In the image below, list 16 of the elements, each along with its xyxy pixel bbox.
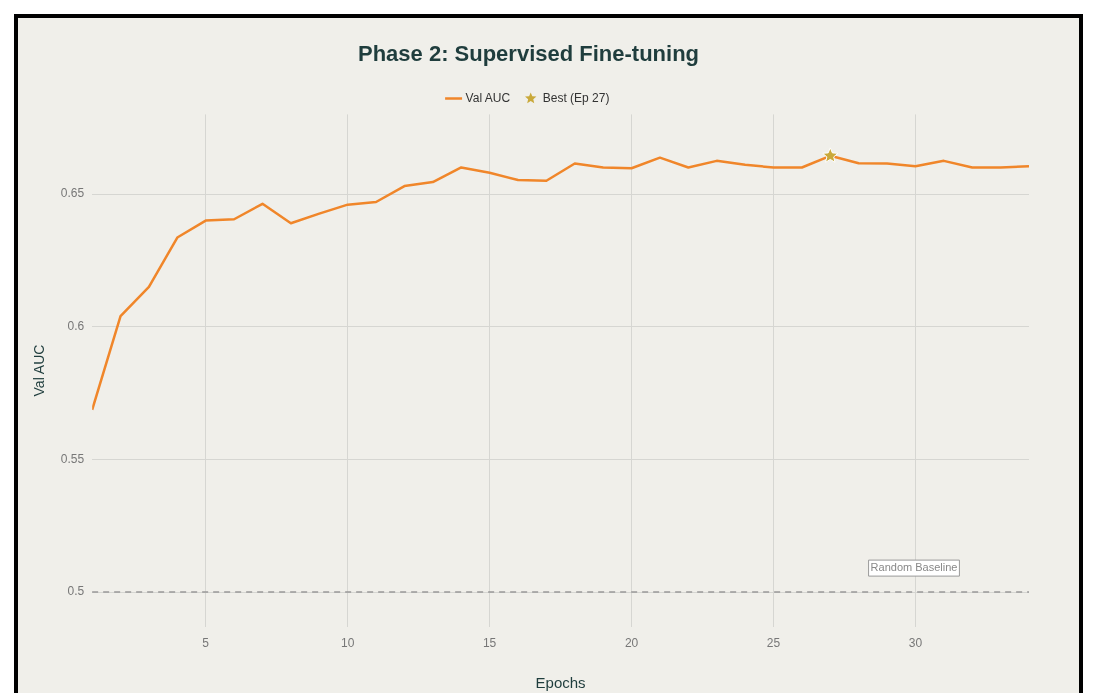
y-axis-title: Val AUC	[31, 344, 48, 397]
x-axis-title: Epochs	[535, 674, 586, 692]
x-tick-label: 5	[202, 636, 210, 651]
ref-line-label: Random Baseline	[870, 561, 958, 574]
legend-label: Val AUC	[465, 90, 511, 105]
x-tick-label: 25	[766, 636, 781, 651]
x-tick-label: 20	[624, 636, 639, 651]
x-tick-label: 10	[340, 636, 355, 651]
x-tick-label: 15	[482, 636, 497, 651]
y-tick-label: 0.65	[60, 186, 85, 201]
chart-title: Phase 2: Supervised Fine-tuning	[357, 41, 700, 67]
y-tick-label: 0.6	[67, 319, 85, 334]
y-tick-label: 0.5	[67, 584, 85, 599]
x-tick-label: 30	[908, 636, 923, 651]
legend-label: Best (Ep 27)	[542, 90, 610, 105]
y-tick-label: 0.55	[60, 451, 85, 466]
